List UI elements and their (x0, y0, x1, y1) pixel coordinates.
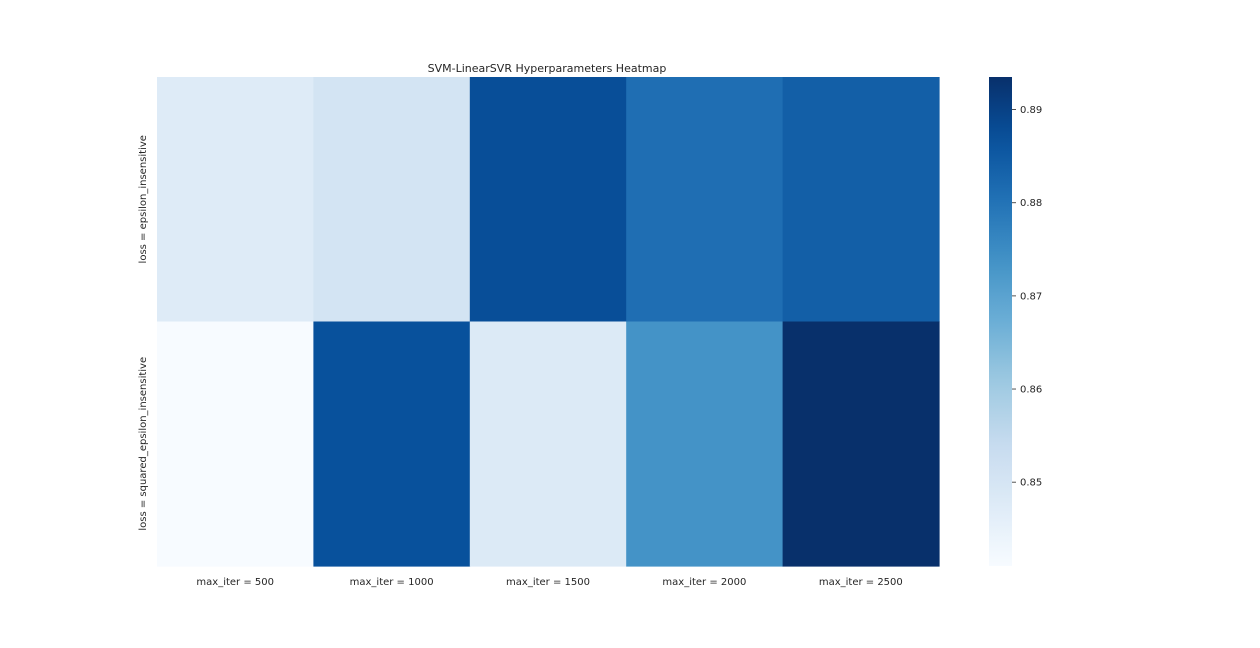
x-tick-label: max_iter = 1500 (506, 577, 590, 588)
x-tick-label: max_iter = 500 (196, 577, 274, 588)
colorbar-tick-label: 0.85 (1020, 478, 1042, 489)
y-tick-label: loss = squared_epsilon_insensitive (138, 357, 149, 531)
colorbar-scale (989, 77, 1012, 566)
heatmap-cell (313, 321, 471, 567)
y-tick-label: loss = epsilon_insensitive (138, 135, 149, 263)
heatmap-cell (469, 321, 627, 567)
chart-title: SVM-LinearSVR Hyperparameters Heatmap (428, 62, 667, 75)
x-tick-label: max_iter = 2000 (662, 577, 746, 588)
heatmap-cell (157, 77, 314, 323)
heatmap-cell (782, 321, 940, 567)
heatmap-cell (469, 77, 627, 323)
heatmap-cells (157, 77, 940, 567)
x-tick-labels: max_iter = 500 max_iter = 1000 max_iter = … (196, 577, 902, 588)
x-tick-label: max_iter = 1000 (350, 577, 434, 588)
colorbar-tick-label: 0.89 (1020, 105, 1042, 116)
heatmap-cell (626, 321, 784, 567)
colorbar-tick-label: 0.87 (1020, 291, 1042, 302)
x-tick-label: max_iter = 2500 (819, 577, 903, 588)
heatmap-cell (782, 77, 940, 323)
heatmap-cell (626, 77, 784, 323)
heatmap-cell (313, 77, 471, 323)
colorbar-tick-label: 0.88 (1020, 198, 1042, 209)
colorbar: 0.85 0.86 0.87 0.88 0.89 (989, 77, 1042, 566)
colorbar-tick-label: 0.86 (1020, 385, 1042, 396)
heatmap-cell (157, 321, 314, 567)
colorbar-ticks: 0.85 0.86 0.87 0.88 0.89 (1012, 105, 1042, 489)
